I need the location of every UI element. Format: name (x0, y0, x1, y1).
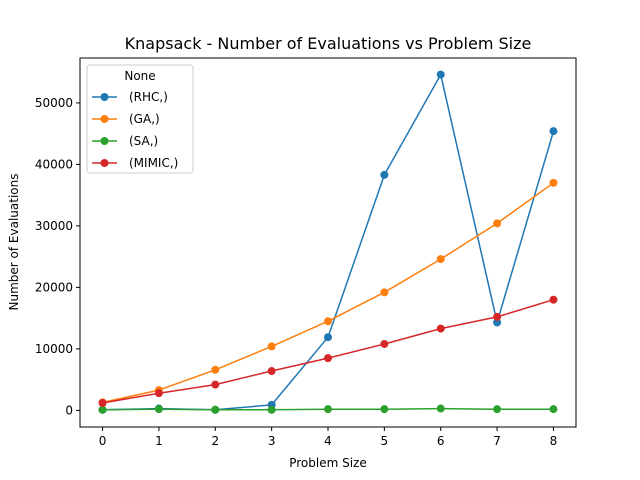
y-tick-label: 10000 (35, 342, 73, 356)
data-point (493, 405, 502, 414)
data-point (267, 342, 276, 351)
data-point (436, 70, 445, 79)
legend-label: (GA,) (129, 112, 160, 126)
data-point (324, 333, 332, 342)
x-tick-label: 8 (550, 434, 558, 448)
y-tick-label: 40000 (35, 157, 73, 171)
series-line (102, 298, 554, 404)
data-point (380, 170, 389, 179)
y-tick-label: 20000 (35, 280, 73, 294)
data-point (493, 318, 502, 327)
series-line (102, 182, 554, 404)
legend-box (86, 64, 194, 174)
legend-swatch-marker (100, 159, 109, 167)
legend-label: (MIMIC,) (129, 156, 178, 170)
data-point (549, 127, 558, 136)
legend-label: (SA,) (129, 134, 158, 148)
x-tick-label: 2 (211, 434, 219, 448)
data-point (211, 365, 220, 374)
x-tick-label: 1 (155, 434, 163, 448)
x-axis-label: Problem Size (289, 456, 367, 470)
data-point (380, 288, 389, 297)
y-tick-label: 0 (65, 403, 73, 417)
legend-swatch-marker (100, 115, 109, 123)
data-point (549, 405, 558, 414)
data-point (436, 404, 445, 413)
data-point (493, 312, 502, 321)
series-layer (98, 70, 558, 414)
y-axis: 0 10000 20000 30000 40000 50000 (35, 96, 80, 417)
data-point (549, 178, 558, 187)
series-ga (98, 178, 558, 407)
data-point (493, 219, 502, 228)
data-point (98, 399, 107, 408)
x-tick-label: 0 (99, 434, 107, 448)
legend-swatch-marker (100, 137, 109, 145)
data-point (98, 405, 107, 414)
legend-title: None (124, 69, 155, 83)
x-tick-label: 4 (324, 434, 332, 448)
y-tick-label: 50000 (35, 96, 73, 110)
data-point (211, 405, 220, 414)
data-point (154, 405, 163, 414)
series-sa (98, 404, 558, 414)
x-tick-label: 6 (437, 434, 445, 448)
data-point (267, 367, 276, 376)
data-point (380, 405, 389, 414)
x-tick-label: 7 (493, 434, 501, 448)
data-point (154, 389, 163, 398)
data-point (549, 295, 558, 304)
legend-label: (RHC,) (129, 90, 168, 104)
data-point (436, 324, 445, 333)
x-axis: 0 1 2 3 4 5 6 7 8 (99, 427, 558, 448)
y-axis-label: Number of Evaluations (7, 174, 21, 311)
data-point (324, 354, 332, 363)
y-tick-label: 30000 (35, 219, 73, 233)
data-point (324, 405, 332, 414)
data-point (267, 405, 276, 414)
data-point (211, 380, 220, 389)
data-point (324, 317, 332, 326)
data-point (436, 255, 445, 264)
series-mimic (98, 295, 558, 408)
x-tick-label: 5 (381, 434, 389, 448)
x-tick-label: 3 (268, 434, 276, 448)
data-point (380, 339, 389, 348)
chart-title: Knapsack - Number of Evaluations vs Prob… (125, 34, 532, 53)
legend: None (RHC,) (GA,) (SA,) (MIMIC,) (86, 64, 194, 174)
legend-swatch-marker (100, 93, 109, 101)
